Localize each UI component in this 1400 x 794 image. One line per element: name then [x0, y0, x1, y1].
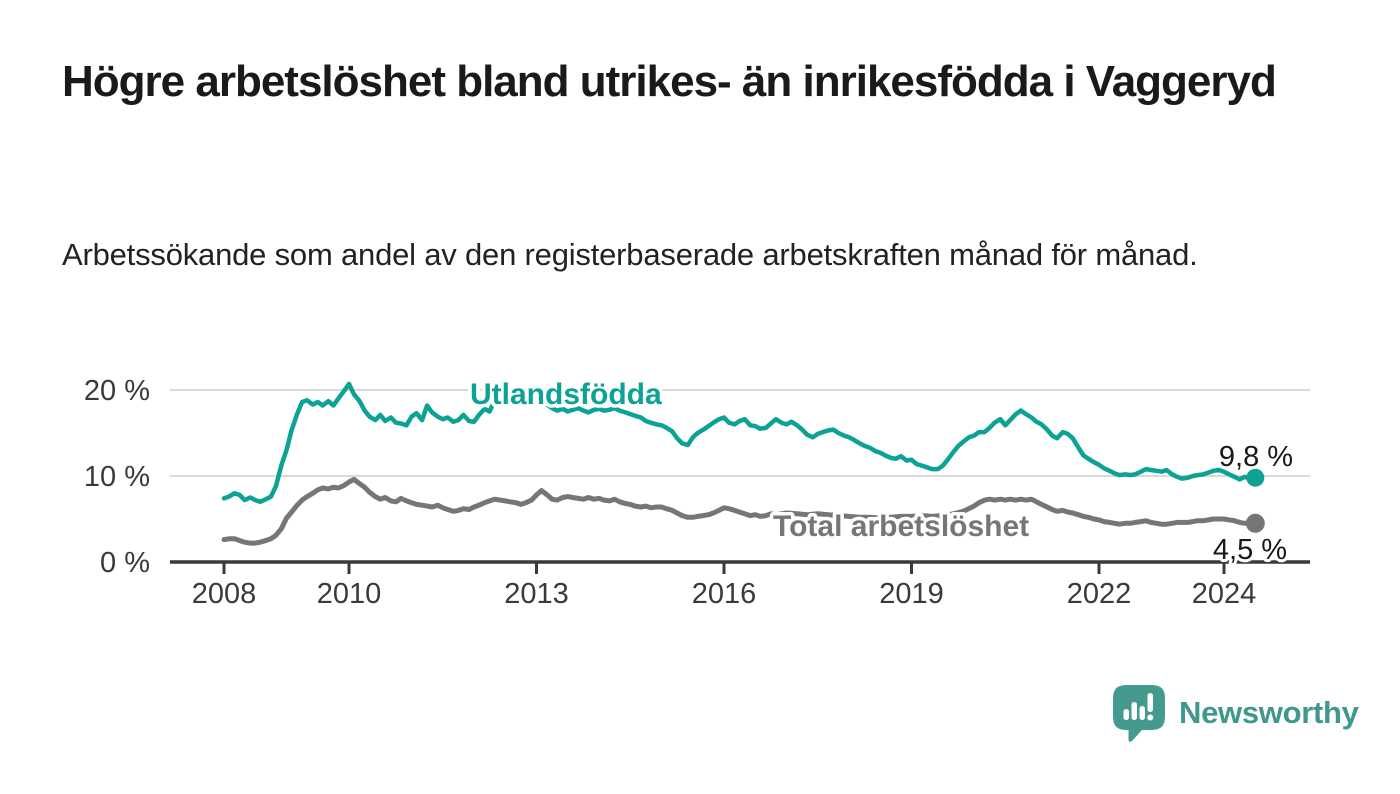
y-axis-label: 0 %: [100, 547, 150, 579]
end-value-label-utlandsfodda: 9,8 %: [1219, 441, 1293, 473]
series-line-total: [221, 476, 1258, 546]
page-subtitle: Arbetssökande som andel av den registerb…: [62, 237, 1198, 272]
series-label-total: Total arbetslöshet: [773, 510, 1029, 543]
newsworthy-logo-icon: [1113, 685, 1165, 742]
logo-exclamation-dot-icon: [1147, 714, 1154, 721]
series-line-utlandsfodda: [221, 381, 1258, 505]
y-axis-label: 20 %: [84, 375, 150, 407]
logo-bar-icon: [1131, 702, 1137, 720]
logo-exclamation-icon: [1147, 693, 1153, 712]
series-end-dot-total: [1245, 513, 1265, 533]
logo-bar-icon: [1139, 706, 1145, 720]
series-label-utlandsfodda: Utlandsfödda: [470, 378, 662, 411]
x-axis-label: 2016: [692, 578, 757, 610]
x-axis-label: 2022: [1067, 578, 1132, 610]
series-end-dot-utlandsfodda: [1246, 468, 1265, 487]
page-title: Högre arbetslöshet bland utrikes- än inr…: [62, 57, 1277, 106]
end-value-label-total: 4,5 %: [1213, 534, 1287, 566]
line-chart: 0 % 10 % 20 % 2008 2010 2013 2016 2019 2022 2024 T…: [84, 375, 1310, 610]
x-axis-label: 2013: [504, 578, 569, 610]
brand-footer: Newsworthy: [1112, 684, 1359, 742]
x-axis-label: 2010: [317, 578, 382, 610]
x-axis-label: 2019: [879, 578, 944, 610]
x-axis-label: 2008: [192, 578, 257, 610]
x-axis-label: 2024: [1192, 578, 1257, 610]
logo-bar-icon: [1123, 709, 1129, 720]
brand-name: Newsworthy: [1179, 695, 1359, 730]
y-axis-label: 10 %: [84, 461, 150, 493]
